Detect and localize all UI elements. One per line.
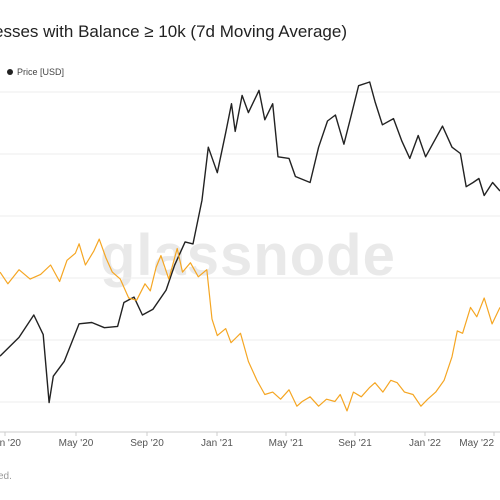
x-tick-label-2: Sep '20 <box>130 438 164 449</box>
x-tick-label-6: Jan '22 <box>409 438 441 449</box>
footer-note: ed. <box>0 471 12 482</box>
x-tick-label-0: Jan '20 <box>0 438 21 449</box>
x-tick-layer: Jan '20 May '20 Sep '20 Jan '21 May '21 Sep '… <box>0 432 495 449</box>
x-tick-label-4: May '21 <box>269 438 304 449</box>
series-line-metric <box>0 238 500 412</box>
x-tick-label-5: Sep '21 <box>338 438 372 449</box>
x-tick-label-7: May '22 <box>459 438 494 449</box>
grid-layer <box>0 91 500 403</box>
legend-dot-price <box>7 69 13 75</box>
legend-label-price: Price [USD] <box>17 67 65 77</box>
watermark-logo: glassnode <box>100 223 396 288</box>
x-tick-label-1: May '20 <box>59 438 94 449</box>
x-tick-label-3: Jan '21 <box>201 438 233 449</box>
chart-title: esses with Balance ≥ 10k (7d Moving Aver… <box>0 22 347 41</box>
series-line-price <box>0 81 500 404</box>
series-layer <box>0 81 500 412</box>
legend[interactable]: Price [USD] <box>7 67 64 77</box>
